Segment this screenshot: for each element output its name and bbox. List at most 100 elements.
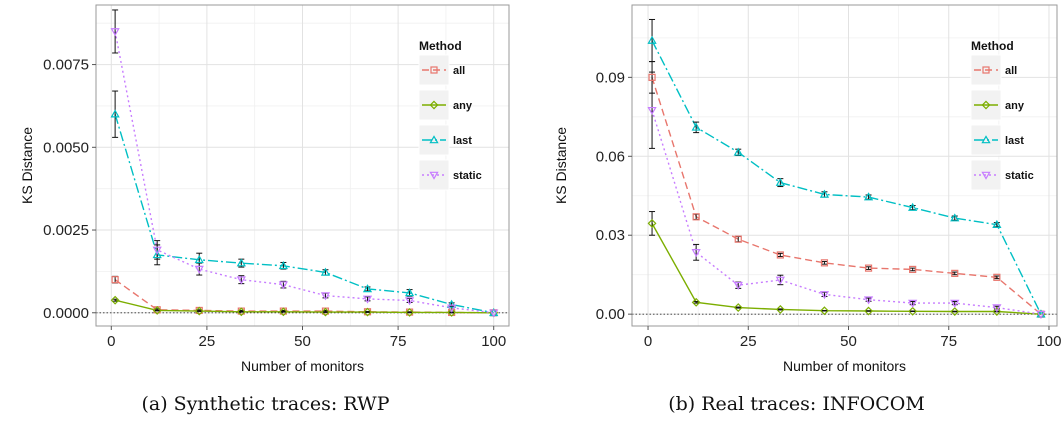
series-line-static: [114, 31, 494, 314]
chart-panel-b: 0 25 50 75 100 0.00 0.03 0.06 0.09 Number of moni…: [553, 4, 1061, 374]
legend-label-any: any: [1005, 100, 1025, 112]
caption-b: (b) Real traces: INFOCOM: [668, 393, 925, 415]
y-tick-label: 0.0050: [43, 139, 89, 156]
legend-label-last: last: [1005, 135, 1024, 147]
legend-label-static: static: [1005, 170, 1034, 182]
data-point-all: [111, 276, 119, 284]
y-tick-label: 0.06: [596, 148, 625, 165]
data-point-any: [820, 306, 829, 316]
y-tick-label: 0.03: [596, 227, 625, 244]
series-line-any: [114, 299, 494, 314]
data-point-any: [864, 306, 874, 316]
data-point-static: [110, 28, 120, 37]
x-axis-title: Number of monitors: [783, 358, 906, 374]
y-tick-label: 0.09: [596, 69, 625, 86]
data-point-last: [733, 147, 743, 156]
data-point-any: [236, 307, 246, 317]
data-point-last: [992, 219, 1002, 229]
legend-title: Method: [971, 39, 1014, 53]
x-tick-label: 100: [1036, 333, 1061, 350]
legend-key-marker-last: [981, 135, 991, 144]
legend: Method all any last static: [418, 39, 482, 191]
x-tick-label: 25: [740, 333, 757, 350]
data-point-all: [648, 73, 656, 81]
x-tick-label: 25: [199, 333, 216, 350]
legend-key-marker-static: [429, 171, 439, 180]
series-line-last: [114, 113, 494, 314]
data-point-static: [950, 299, 960, 308]
data-point-last: [819, 189, 830, 198]
data-point-static: [863, 296, 874, 305]
data-point-any: [405, 307, 415, 317]
data-point-last: [110, 109, 120, 118]
legend-key-marker-any: [429, 100, 439, 110]
chart-panel-a: 0 25 50 75 100 0.0000 0.0025 0.0050 0.0075 Number…: [19, 4, 510, 374]
data-point-all: [951, 269, 959, 277]
data-point-last: [194, 255, 204, 264]
data-point-static: [447, 304, 457, 313]
y-tick-label: 0.0000: [43, 305, 89, 322]
data-point-any: [447, 307, 457, 317]
data-point-all: [734, 235, 742, 243]
data-point-static: [362, 295, 373, 304]
data-point-any: [775, 304, 785, 314]
data-point-last: [236, 258, 246, 267]
legend-label-any: any: [453, 100, 473, 112]
data-point-last: [320, 267, 331, 276]
data-point-last: [863, 192, 874, 201]
data-point-last: [691, 122, 701, 131]
legend-key-marker-all: [982, 66, 990, 74]
legend-label-all: all: [453, 65, 465, 77]
legend-key-marker-static: [981, 171, 991, 180]
x-tick-label: 100: [481, 333, 506, 350]
x-tick-label: 0: [644, 333, 652, 350]
legend-title: Method: [419, 39, 462, 53]
data-point-static: [775, 276, 785, 285]
data-point-all: [776, 251, 784, 259]
y-tick-label: 0.00: [596, 306, 625, 323]
data-point-last: [775, 177, 785, 186]
data-point-any: [992, 307, 1002, 316]
data-point-any: [733, 303, 743, 313]
data-point-static: [691, 249, 701, 258]
series-line-all: [651, 77, 1042, 315]
legend-key-marker-last: [429, 135, 439, 144]
data-point-any: [194, 306, 204, 316]
x-tick-label: 75: [390, 333, 407, 350]
legend-label-static: static: [453, 170, 482, 182]
data-point-last: [950, 213, 960, 222]
y-tick-label: 0.0025: [43, 222, 89, 239]
y-tick-label: 0.0075: [43, 57, 89, 74]
data-point-last: [152, 250, 162, 259]
x-tick-label: 0: [107, 333, 115, 350]
data-point-last: [278, 260, 289, 270]
y-axis-title: KS Distance: [19, 127, 35, 204]
series-line-any: [651, 223, 1042, 315]
caption-a: (a) Synthetic traces: RWP: [141, 393, 390, 415]
data-point-all: [820, 259, 829, 267]
data-point-static: [908, 299, 918, 308]
x-axis-title: Number of monitors: [241, 358, 364, 374]
legend-label-last: last: [453, 135, 472, 147]
data-point-static: [278, 281, 289, 290]
y-axis-title: KS Distance: [553, 127, 569, 204]
data-point-static: [194, 265, 204, 274]
data-point-static: [236, 276, 246, 285]
data-point-static: [647, 106, 657, 116]
data-point-any: [363, 307, 372, 317]
legend-label-all: all: [1005, 65, 1017, 77]
data-point-static: [1036, 310, 1046, 319]
data-point-last: [447, 299, 457, 308]
data-point-last: [908, 202, 918, 211]
data-point-any: [908, 306, 918, 316]
data-point-static: [152, 246, 162, 255]
data-point-last: [362, 284, 373, 293]
data-point-all: [909, 265, 917, 274]
legend-key-marker-all: [430, 66, 438, 74]
plot-border: [631, 4, 1058, 327]
data-point-any: [152, 305, 162, 315]
x-tick-label: 75: [940, 333, 957, 350]
legend-key-marker-any: [981, 100, 991, 110]
data-point-static: [404, 297, 415, 306]
